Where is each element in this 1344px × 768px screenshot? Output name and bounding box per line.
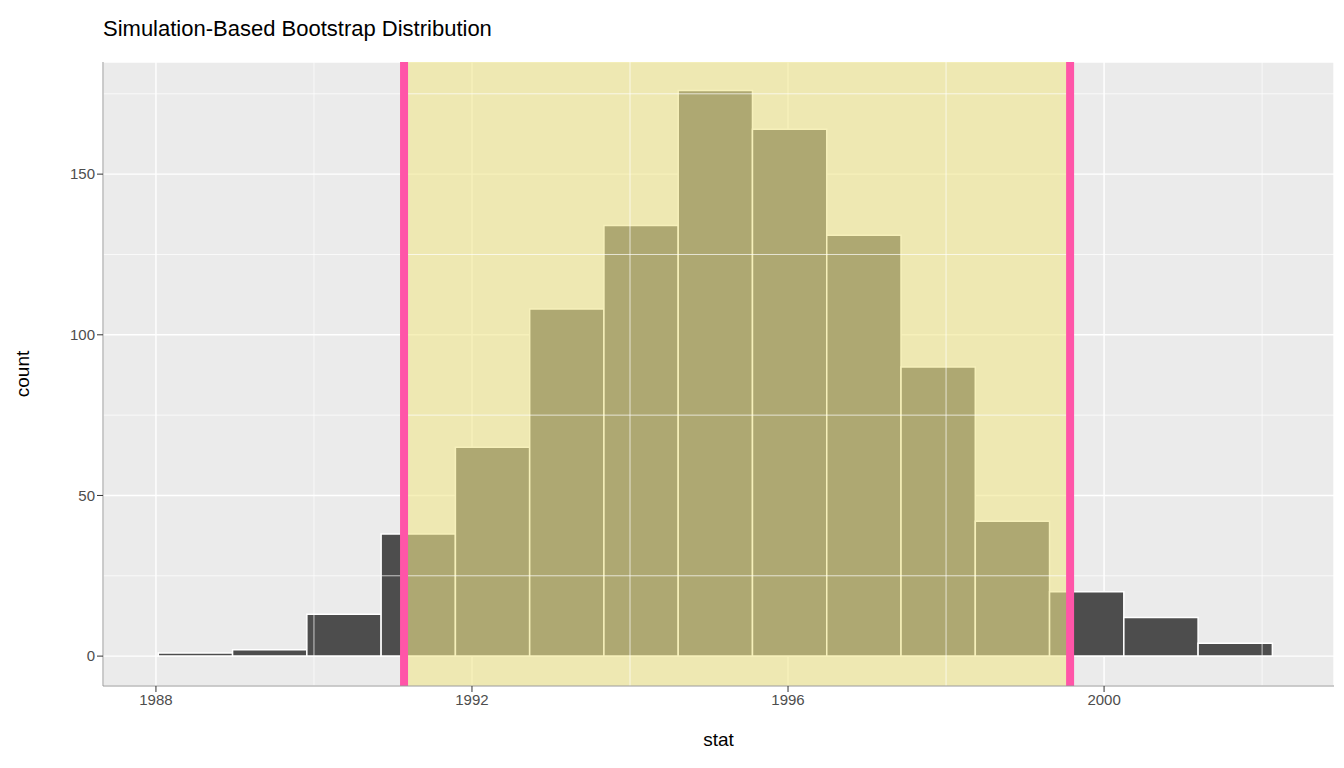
svg-text:100: 100 [70, 326, 95, 343]
svg-text:1988: 1988 [139, 691, 172, 708]
svg-text:2000: 2000 [1087, 691, 1120, 708]
svg-text:count: count [12, 350, 33, 397]
svg-text:1992: 1992 [455, 691, 488, 708]
svg-text:stat: stat [703, 729, 734, 750]
svg-text:50: 50 [78, 487, 95, 504]
html-text:Simulation-Based Bootstrap Dis: Simulation-Based Bootstrap Distribution [103, 16, 492, 41]
svg-text:0: 0 [87, 647, 95, 664]
svg-text:150: 150 [70, 165, 95, 182]
svg-text:1996: 1996 [771, 691, 804, 708]
